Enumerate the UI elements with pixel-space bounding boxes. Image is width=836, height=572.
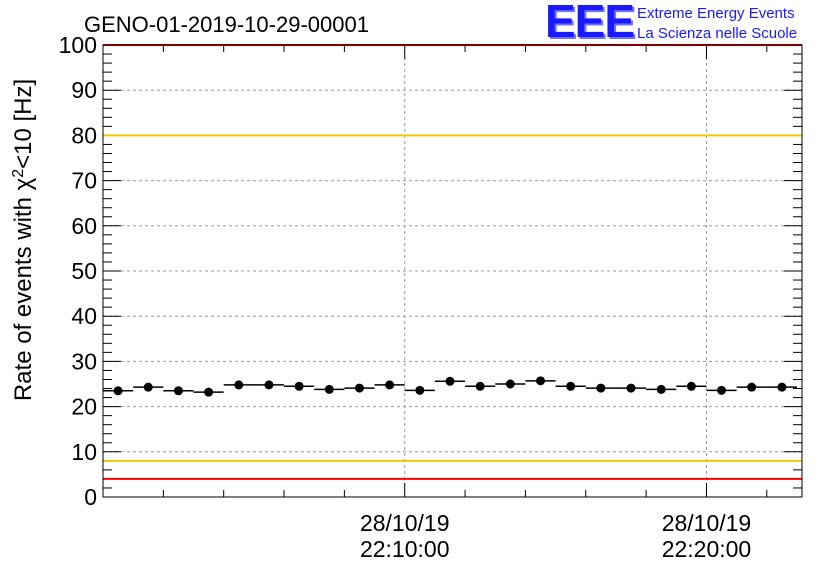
- data-point: [686, 381, 696, 391]
- data-point: [385, 380, 395, 390]
- plot-frame: [102, 44, 803, 498]
- eee-logo-mark: EEE: [545, 0, 635, 47]
- logo-line-2: La Scienza nelle Scuole: [637, 25, 798, 42]
- y-tick-label: 90: [71, 77, 97, 103]
- y-tick-label: 0: [84, 484, 97, 510]
- data-point: [445, 376, 455, 386]
- data-point: [234, 380, 244, 390]
- data-point: [113, 386, 123, 396]
- data-point: [264, 380, 274, 390]
- x-tick-label-time: 22:20:00: [662, 536, 752, 562]
- data-point: [354, 383, 364, 393]
- y-tick-label: 70: [71, 168, 97, 194]
- y-tick-label: 30: [71, 348, 97, 374]
- x-tick-label-date: 28/10/19: [360, 510, 450, 536]
- y-tick-label: 60: [71, 213, 97, 239]
- x-tick-label-date: 28/10/19: [662, 510, 752, 536]
- data-point: [656, 384, 666, 394]
- y-axis-label: Rate of events with χ2<10 [Hz]: [10, 79, 38, 401]
- y-tick-label: 80: [71, 122, 97, 148]
- y-tick-label: 20: [71, 394, 97, 420]
- grid-lines: [103, 45, 802, 497]
- y-tick-label: 50: [71, 258, 97, 284]
- data-point: [415, 385, 425, 395]
- logo-line-1: Extreme Energy Events: [637, 5, 795, 22]
- data-point: [717, 385, 727, 395]
- data-point: [505, 379, 515, 389]
- y-tick-label: 40: [71, 303, 97, 329]
- data-point: [324, 384, 334, 394]
- data-point: [596, 383, 606, 393]
- data-point: [143, 382, 153, 392]
- chart-title: GENO-01-2019-10-29-00001: [84, 12, 369, 37]
- data-point: [173, 386, 183, 396]
- y-tick-labels: 0 10 20 30 40 50 60 70 80 90 100: [59, 32, 97, 510]
- x-tick-label-time: 22:10:00: [360, 536, 450, 562]
- data-point: [566, 381, 576, 391]
- eee-logo: EEE Extreme Energy Events La Scienza nel…: [545, 0, 835, 47]
- data-point: [626, 383, 636, 393]
- data-point: [777, 382, 787, 392]
- data-point: [536, 376, 546, 386]
- data-point: [294, 381, 304, 391]
- y-tick-label: 10: [71, 439, 97, 465]
- reference-lines: [103, 44, 802, 480]
- data-point: [204, 387, 214, 397]
- data-points: [103, 376, 797, 397]
- data-point: [475, 381, 485, 391]
- y-tick-label: 100: [59, 32, 97, 58]
- data-point: [747, 382, 757, 392]
